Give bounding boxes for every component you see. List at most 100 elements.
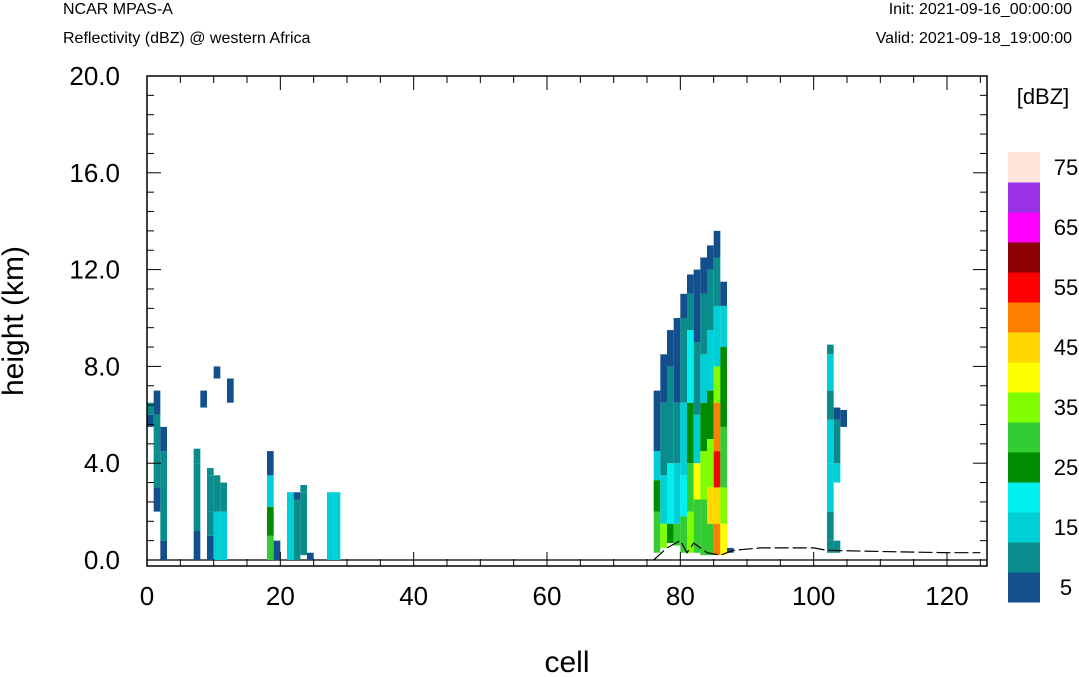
- colorbar-label: 25: [1054, 455, 1078, 480]
- reflectivity-cell: [273, 540, 281, 560]
- reflectivity-cell: [193, 448, 201, 464]
- reflectivity-cell: [687, 293, 694, 331]
- reflectivity-cell: [707, 245, 714, 270]
- reflectivity-cell: [680, 516, 687, 553]
- colorbar-swatch: [1008, 392, 1040, 423]
- colorbar-label: 55: [1054, 275, 1078, 300]
- x-tick-label: 40: [399, 581, 428, 611]
- colorbar-swatch: [1008, 182, 1040, 213]
- y-axis-title: height (km): [0, 246, 30, 396]
- reflectivity-cell: [840, 409, 847, 427]
- colorbar-units: [dBZ]: [1017, 84, 1070, 109]
- reflectivity-cell: [687, 463, 694, 512]
- colorbar-label: 65: [1054, 215, 1078, 240]
- reflectivity-cell: [713, 230, 721, 258]
- reflectivity-cell: [833, 463, 841, 483]
- reflectivity-cell: [653, 451, 661, 481]
- reflectivity-cell: [707, 330, 714, 391]
- reflectivity-cell: [727, 547, 734, 553]
- reflectivity-cell: [147, 402, 154, 415]
- reflectivity-cell: [693, 414, 701, 464]
- y-tick-labels: 0.0 4.0 8.0 12.0 16.0 20.0: [69, 61, 120, 575]
- reflectivity-cell: [827, 463, 834, 512]
- reflectivity-cell: [687, 402, 694, 464]
- reflectivity-cell: [160, 426, 167, 452]
- reflectivity-cell: [720, 281, 727, 306]
- reflectivity-cell: [680, 475, 687, 517]
- reflectivity-cell: [653, 511, 661, 553]
- colorbar-swatch: [1008, 332, 1040, 363]
- colorbar-swatch: [1008, 512, 1040, 543]
- reflectivity-cell: [153, 414, 161, 452]
- y-tick-label: 8.0: [84, 351, 120, 381]
- colorbar-swatch: [1008, 212, 1040, 243]
- reflectivity-cell: [660, 354, 667, 403]
- colorbar-swatch: [1008, 152, 1040, 183]
- reflectivity-cell: [700, 257, 707, 294]
- reflectivity-cell: [693, 499, 701, 553]
- reflectivity-cell: [700, 402, 707, 452]
- colorbar-swatch: [1008, 452, 1040, 483]
- reflectivity-cell: [833, 540, 841, 553]
- reflectivity-cell: [687, 330, 694, 403]
- colorbar-label: 15: [1054, 515, 1078, 540]
- reflectivity-cell: [667, 523, 674, 544]
- reflectivity-cell: [667, 463, 674, 524]
- reflectivity-cell: [147, 414, 154, 427]
- colorbar-label: 75: [1054, 155, 1078, 180]
- reflectivity-cell: [307, 552, 314, 560]
- reflectivity-cell: [827, 540, 834, 553]
- x-axis-title: cell: [544, 646, 589, 677]
- reflectivity-cell: [713, 366, 721, 403]
- reflectivity-cell: [687, 274, 694, 294]
- reflectivity-cell: [713, 523, 721, 556]
- y-tick-label: 12.0: [69, 255, 120, 285]
- colorbar-swatch: [1008, 482, 1040, 513]
- reflectivity-cell: [207, 475, 214, 512]
- reflectivity-cell: [213, 511, 221, 560]
- ground-area: [147, 560, 987, 566]
- x-tick-label: 0: [140, 581, 154, 611]
- ground-fill: [147, 559, 987, 566]
- reflectivity-cell: [720, 347, 727, 427]
- field-description: Reflectivity (dBZ) @ western Africa: [63, 30, 311, 47]
- reflectivity-cell: [227, 378, 234, 403]
- reflectivity-cell: [660, 523, 667, 548]
- reflectivity-cell: [153, 487, 161, 512]
- y-tick-label: 16.0: [69, 158, 120, 188]
- reflectivity-cell: [687, 511, 694, 553]
- reflectivity-cell: [220, 482, 227, 512]
- reflectivity-cell: [700, 499, 707, 556]
- reflectivity-cell: [153, 390, 161, 415]
- x-tick-label: 120: [925, 581, 968, 611]
- reflectivity-cell: [827, 354, 834, 391]
- y-tick-label: 4.0: [84, 448, 120, 478]
- reflectivity-cell: [333, 492, 341, 560]
- reflectivity-cell: [207, 511, 214, 536]
- reflectivity-cell: [293, 492, 301, 500]
- reflectivity-cell: [693, 269, 701, 343]
- reflectivity-cell: [680, 318, 687, 403]
- x-tick-label: 80: [666, 581, 695, 611]
- colorbar-swatch: [1008, 542, 1040, 573]
- colorbar-swatch: [1008, 242, 1040, 273]
- reflectivity-cell: [720, 305, 727, 348]
- reflectivity-cell: [673, 402, 681, 464]
- reflectivity-cell: [207, 468, 214, 476]
- reflectivity-cell: [300, 492, 307, 556]
- reflectivity-cell: [153, 451, 161, 488]
- reflectivity-cell: [720, 523, 727, 556]
- terrain-line: [653, 539, 981, 561]
- reflectivity-cell: [200, 390, 207, 408]
- valid-time: Valid: 2021-09-18_19:00:00: [875, 30, 1072, 47]
- colorbar-swatch: [1008, 362, 1040, 393]
- y-tick-label: 20.0: [69, 61, 120, 91]
- reflectivity-cell: [673, 523, 681, 546]
- reflectivity-cell: [193, 530, 201, 560]
- colorbar: [1008, 152, 1040, 603]
- terrain-outline: [653, 539, 981, 561]
- colorbar-swatch: [1008, 272, 1040, 303]
- reflectivity-cell: [833, 407, 841, 420]
- colorbar-label: 35: [1054, 395, 1078, 420]
